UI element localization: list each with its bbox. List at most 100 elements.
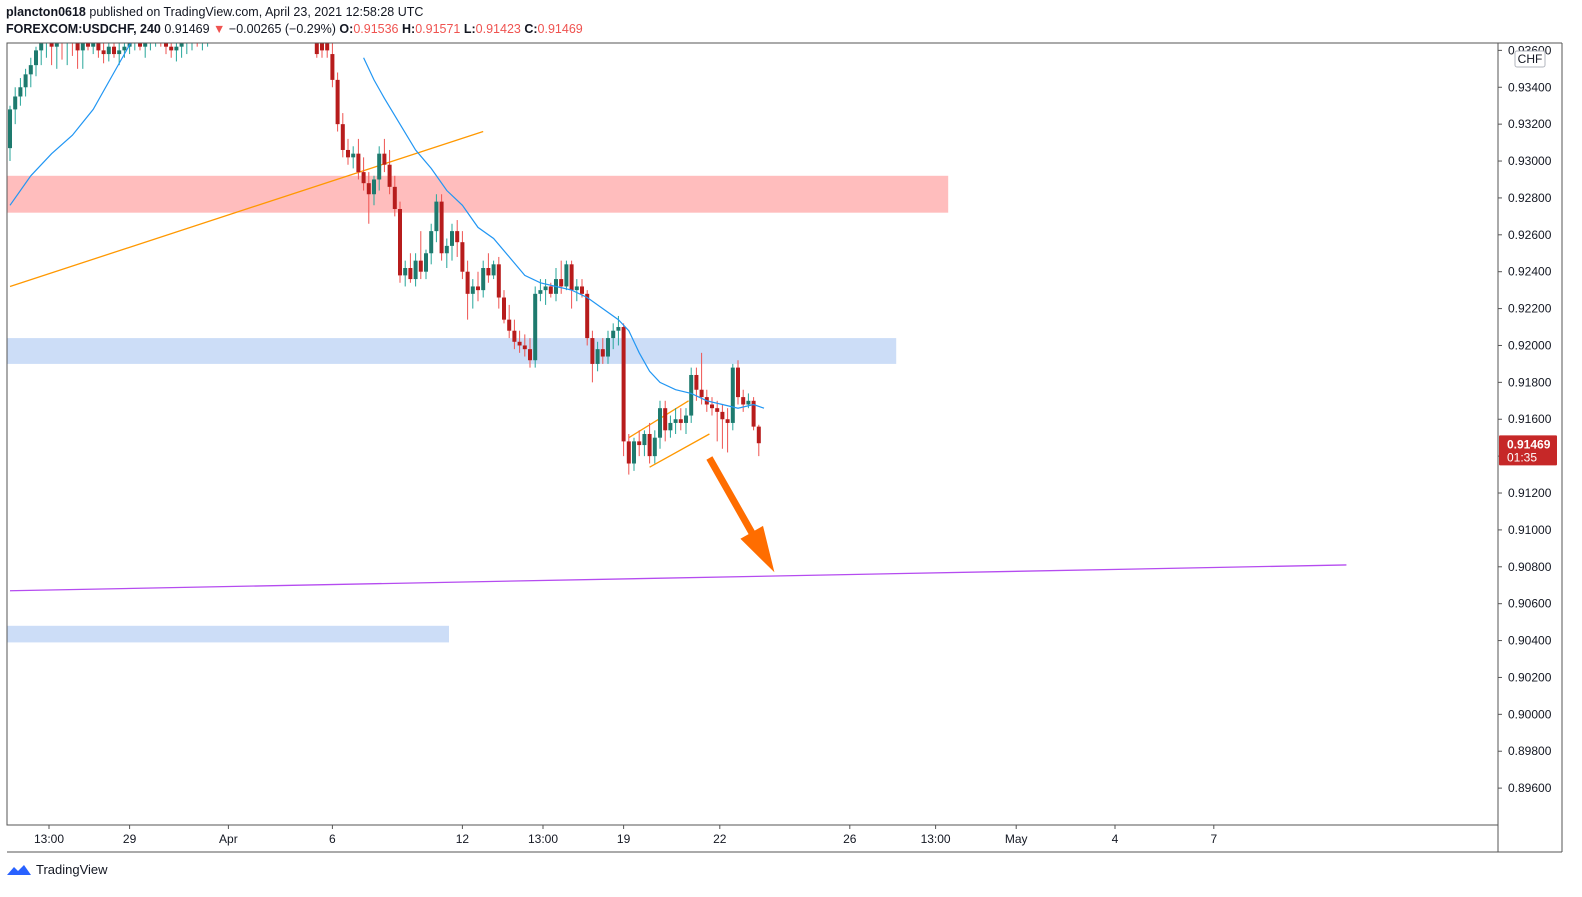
candle-body [746,400,751,405]
candle-body [736,367,740,398]
price-tick-label: 0.93400 [1508,80,1552,94]
price-tick-label: 0.92400 [1508,265,1552,279]
candle-body [528,349,532,361]
candle-body [356,153,361,173]
candle-body [548,286,553,294]
candle-body [320,43,324,51]
candle-body [403,268,408,276]
candle-body [398,208,402,276]
price-tick-label: 0.92800 [1508,191,1552,205]
candle-body [60,25,64,42]
candle-body [117,50,122,55]
candle-body [237,10,241,14]
candle-body [252,0,256,2]
candle-body [70,28,74,35]
candle-body [340,124,345,150]
time-tick-label: 26 [843,832,857,846]
plot-frame [6,42,1499,826]
candle-body [439,201,444,254]
candle-body [211,28,215,32]
candle-body [574,286,579,291]
candle-body [502,297,506,320]
candle-body [621,327,626,442]
candle-body [413,260,418,280]
symbol-label[interactable]: FOREXCOM:USDCHF, 240 [6,22,161,36]
candle-body [106,46,111,55]
candle-body [538,290,543,294]
candle-body [179,43,184,47]
candle-body [13,96,18,110]
candle-body [314,43,319,55]
open-value: 0.91536 [353,22,399,36]
currency-badge: CHF [1514,50,1546,68]
time-axis[interactable]: 13:00 29 Apr 6 12 13:00 19 22 26 13:00 May 4 7 [34,825,1217,846]
candle-body [169,46,174,51]
candle-body [18,87,23,97]
price-change: −0.00265 (−0.29%) [228,22,336,36]
candle-body [372,179,376,195]
currency-badge-box [1514,50,1546,68]
open-label: O: [339,22,354,36]
candle-body [185,39,189,43]
candle-body [242,6,246,10]
candle-body [465,271,470,294]
candle-body [226,17,230,21]
price-tick-label: 0.93200 [1508,117,1552,131]
candle-body [626,441,631,464]
candle-body [232,13,236,17]
down-arrow-annotation [706,456,775,573]
price-axis[interactable]: 0.936000.934000.932000.930000.928000.926… [1498,43,1552,795]
last-price-badge [1499,435,1557,466]
candle-body [200,36,204,40]
candle-body [678,419,683,423]
high-value: 0.91571 [415,22,461,36]
candle-body [606,338,610,357]
candle-body [91,43,96,47]
candle-body [673,419,678,423]
candle-body [522,345,527,350]
candle-body [351,153,356,158]
candle-body [424,253,428,272]
candle-body [418,260,423,272]
candle-body [377,153,382,180]
price-tick-label: 0.90800 [1508,560,1552,574]
price-tick-label: 0.92600 [1508,228,1552,242]
candle-body [632,441,636,464]
candle-body [8,109,12,149]
price-tick-label: 0.91200 [1508,486,1552,500]
author-name[interactable]: plancton0618 [6,5,86,19]
price-tick-label: 0.89600 [1508,781,1552,795]
time-tick-label: 12 [456,832,470,846]
candle-body [346,149,350,158]
footer-brand[interactable]: TradingView [6,862,108,877]
candle-body [148,39,152,43]
candle-body [216,25,220,29]
candle-body [164,43,168,47]
candle-body [533,293,538,361]
resistance-zone [7,175,949,213]
candle-body [689,374,694,416]
candle-body [23,74,28,88]
channel-lower-line [649,433,710,468]
candle-body [174,46,179,51]
candle-body [512,330,517,342]
candle-body [470,286,475,294]
footer-brand-label: TradingView [36,862,108,877]
time-tick-label: 19 [617,832,631,846]
candle-body [206,32,210,36]
candle-body [65,28,69,41]
candle-body [647,434,652,457]
candle-body [481,268,486,291]
candle-body [154,36,158,40]
low-label: L: [463,22,476,36]
candle-body [429,231,434,254]
chart-header: plancton0618 published on TradingView.co… [6,4,583,38]
candle-body [699,389,704,398]
candle-body [460,242,465,272]
price-tick-label: 0.90400 [1508,634,1552,648]
candle-body [486,268,491,276]
candle-body [590,338,595,364]
price-tick-label: 0.91000 [1508,523,1552,537]
candle-body [730,367,735,423]
